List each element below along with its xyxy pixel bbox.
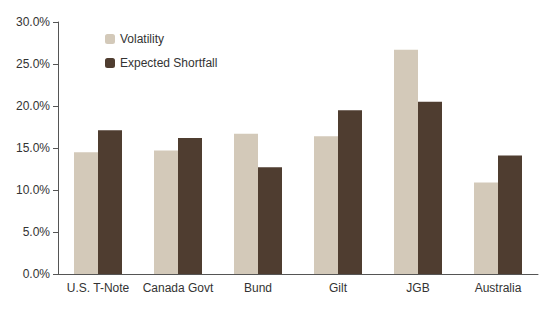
svg-text:Australia: Australia [475, 281, 522, 295]
svg-text:Expected Shortfall: Expected Shortfall [120, 56, 217, 70]
svg-text:30.0%: 30.0% [16, 15, 50, 29]
svg-text:15.0%: 15.0% [16, 141, 50, 155]
svg-text:Bund: Bund [244, 281, 272, 295]
svg-text:Canada Govt: Canada Govt [143, 281, 214, 295]
svg-text:20.0%: 20.0% [16, 99, 50, 113]
svg-text:Volatility: Volatility [120, 32, 164, 46]
svg-text:U.S. T-Note: U.S. T-Note [67, 281, 130, 295]
svg-text:10.0%: 10.0% [16, 183, 50, 197]
svg-text:5.0%: 5.0% [23, 225, 51, 239]
svg-text:25.0%: 25.0% [16, 57, 50, 71]
svg-text:0.0%: 0.0% [23, 267, 51, 281]
svg-text:Gilt: Gilt [329, 281, 348, 295]
svg-text:JGB: JGB [406, 281, 429, 295]
